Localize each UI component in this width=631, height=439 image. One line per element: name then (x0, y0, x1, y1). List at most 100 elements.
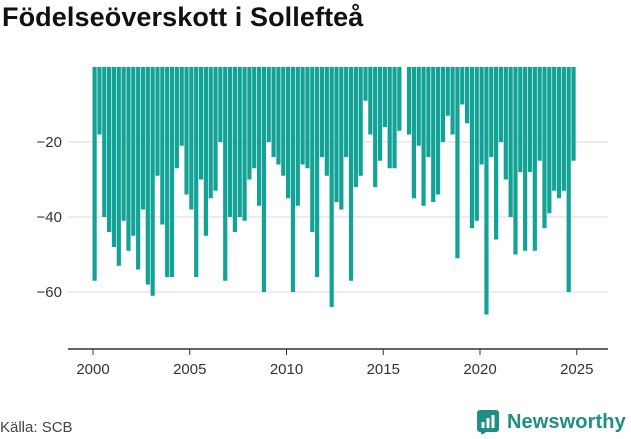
bar (387, 67, 392, 169)
bar (474, 67, 479, 221)
bar (411, 67, 416, 199)
bar (344, 67, 349, 157)
bar (261, 67, 267, 292)
bar (305, 67, 310, 169)
bar (373, 67, 378, 187)
bar (508, 67, 513, 217)
bar (295, 67, 300, 206)
bar (518, 67, 523, 172)
bar (315, 67, 320, 277)
brand-name: Newsworthy (507, 410, 626, 433)
source-label: Källa: SCB (0, 419, 73, 436)
bar (136, 67, 141, 270)
bar (455, 67, 460, 259)
bar (223, 67, 228, 281)
bar (392, 67, 397, 169)
bar (489, 67, 494, 157)
bar (431, 67, 436, 202)
bar (276, 67, 281, 165)
y-tick-label: −20 (37, 134, 62, 151)
bar (445, 67, 450, 116)
bar (281, 67, 286, 176)
y-tick-label: −40 (37, 209, 62, 226)
bar (116, 67, 121, 266)
bar (169, 67, 175, 277)
bar (256, 67, 262, 206)
bar (498, 67, 504, 142)
bar (556, 67, 562, 199)
bar (382, 67, 387, 127)
bar (397, 67, 402, 131)
bar (92, 67, 97, 281)
bar (232, 67, 237, 232)
bar (286, 67, 291, 199)
bar (208, 67, 213, 199)
x-tick-label: 2005 (173, 361, 206, 378)
bar (406, 67, 412, 135)
bar (339, 67, 344, 210)
bar (242, 67, 247, 221)
bar (266, 67, 271, 142)
bar (198, 67, 204, 180)
bar (566, 67, 571, 292)
bar (561, 67, 566, 191)
chart-title: Födelseöverskott i Sollefteå (2, 2, 364, 32)
y-tick-label: −60 (37, 284, 62, 301)
bar (155, 67, 160, 176)
bar (552, 67, 557, 191)
bar (532, 67, 537, 251)
bar (334, 67, 339, 202)
bar (503, 67, 508, 180)
bar (237, 67, 242, 217)
bar (450, 67, 455, 135)
bar (203, 67, 208, 236)
bar (213, 67, 218, 191)
bar (358, 67, 363, 176)
bar (189, 67, 194, 210)
bar (140, 67, 146, 210)
bar (131, 67, 136, 236)
bar (145, 67, 150, 285)
bar (571, 67, 576, 161)
bar (440, 67, 446, 142)
bar (494, 67, 499, 240)
bar (324, 67, 329, 176)
bar (542, 67, 547, 229)
bar (465, 67, 470, 124)
bar (469, 67, 475, 229)
x-tick-label: 2015 (367, 361, 400, 378)
bar (102, 67, 107, 217)
bar (179, 67, 184, 146)
bar (435, 67, 441, 195)
bar (426, 67, 431, 157)
bar (348, 67, 354, 281)
x-tick-label: 2020 (463, 361, 496, 378)
bar (513, 67, 518, 255)
bar (184, 67, 189, 195)
axis-tick-labels: −20 −40 −60 2000 2005 2010 2015 2020 2025 (37, 134, 594, 378)
bar (107, 67, 112, 232)
bar (165, 67, 170, 277)
bar-series (92, 67, 576, 315)
bar (97, 67, 102, 135)
bar (300, 67, 305, 165)
bar (271, 67, 276, 157)
bar (416, 67, 421, 146)
bar (353, 67, 358, 187)
x-tick-label: 2000 (76, 361, 109, 378)
bar (252, 67, 257, 169)
bar (290, 67, 296, 292)
bar (227, 67, 233, 217)
bar (319, 67, 325, 157)
bar (368, 67, 373, 135)
brand-logo[interactable]: Newsworthy (477, 410, 626, 434)
bar (421, 67, 426, 206)
bar (460, 67, 465, 105)
bar (160, 67, 165, 225)
bar (377, 67, 383, 161)
bar (479, 67, 484, 165)
bar (111, 67, 117, 247)
bar (150, 67, 155, 296)
bar-chart-icon (477, 410, 499, 434)
